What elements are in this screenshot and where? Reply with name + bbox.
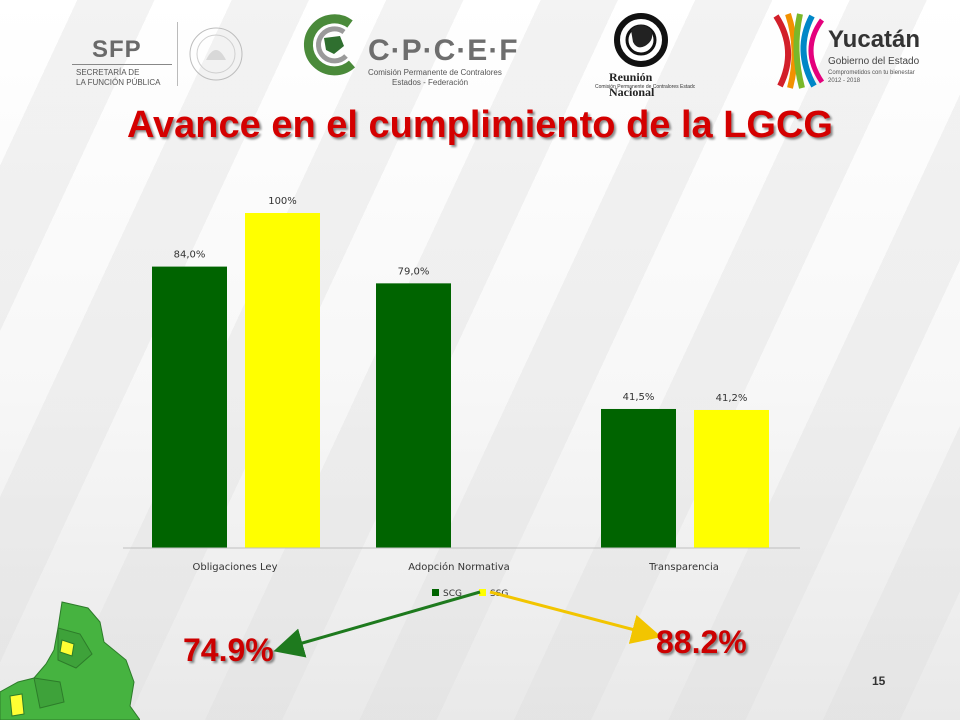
national-seal-icon [177,22,248,86]
data-label-scg-0: 84,0% [174,250,206,261]
legend-label-scg: SCG [443,589,462,599]
serpent-emblem-icon [614,13,668,67]
data-label-scg-2: 41,5% [623,392,655,403]
arrow-left [273,590,481,658]
data-label-scg-1: 79,0% [398,266,430,277]
yucatan-logo-subtitle-2: Comprometidos con tu bienestar [828,70,915,76]
cpcef-logo-subtitle-1: Comisión Permanente de Contralores [368,68,502,77]
bar-scg-1 [376,283,451,548]
category-label-1: Adopción Normativa [408,561,510,573]
yucatan-logo-subtitle-3: 2012 - 2018 [828,78,861,84]
sfp-logo-word: SFP [92,36,142,63]
yucatan-logo: Yucatán Gobierno del Estado Comprometido… [770,10,960,90]
region-map-icon [0,601,140,720]
bar-ssg-2 [694,409,769,548]
yucatan-emblem-icon [773,13,825,89]
reunion-nacional-subtitle: Comisión Permanente de Contralores Estad… [595,84,695,90]
category-label-2: Transparencia [648,562,719,573]
ssg-total-percentage: 88.2% [656,624,747,660]
scg-total-percentage: 74.9% [183,632,274,668]
cpcef-logo-word: C·P·C·E·F [368,34,519,67]
bar-scg-0 [152,266,227,548]
legend-swatch-scg [432,589,439,596]
cpcef-emblem-icon [303,14,356,76]
reunion-nacional-logo: Reunión Nacional Comisión Permanente de … [585,10,697,99]
cpcef-logo: C·P·C·E·F Comisión Permanente de Contral… [300,10,520,90]
arrow-right [489,590,662,644]
data-label-ssg-2: 41,2% [716,393,748,404]
data-label-ssg-0: 100% [268,196,297,207]
bar-ssg-0 [245,213,320,548]
sfp-logo: SFP SECRETARÍA DE LA FUNCIÓN PÚBLICA [62,10,277,90]
sfp-logo-subtitle-2: LA FUNCIÓN PÚBLICA [76,78,161,87]
category-label-0: Obligaciones Ley [193,562,278,573]
page-number: 15 [872,674,886,688]
sfp-logo-subtitle-1: SECRETARÍA DE [76,68,140,77]
yucatan-logo-subtitle-1: Gobierno del Estado [828,56,920,67]
sfp-logo-divider [72,64,172,65]
cpcef-logo-subtitle-2: Estados - Federación [392,78,469,87]
yucatan-logo-word: Yucatán [828,26,921,53]
bar-scg-2 [601,408,676,548]
reunion-nacional-word: Reunión Nacional [609,70,655,99]
header-logos: SFP SECRETARÍA DE LA FUNCIÓN PÚBLICA C·P… [0,0,960,100]
legend-swatch-ssg [479,589,486,596]
slide-title: Avance en el cumplimiento de la LGCG [127,104,833,146]
